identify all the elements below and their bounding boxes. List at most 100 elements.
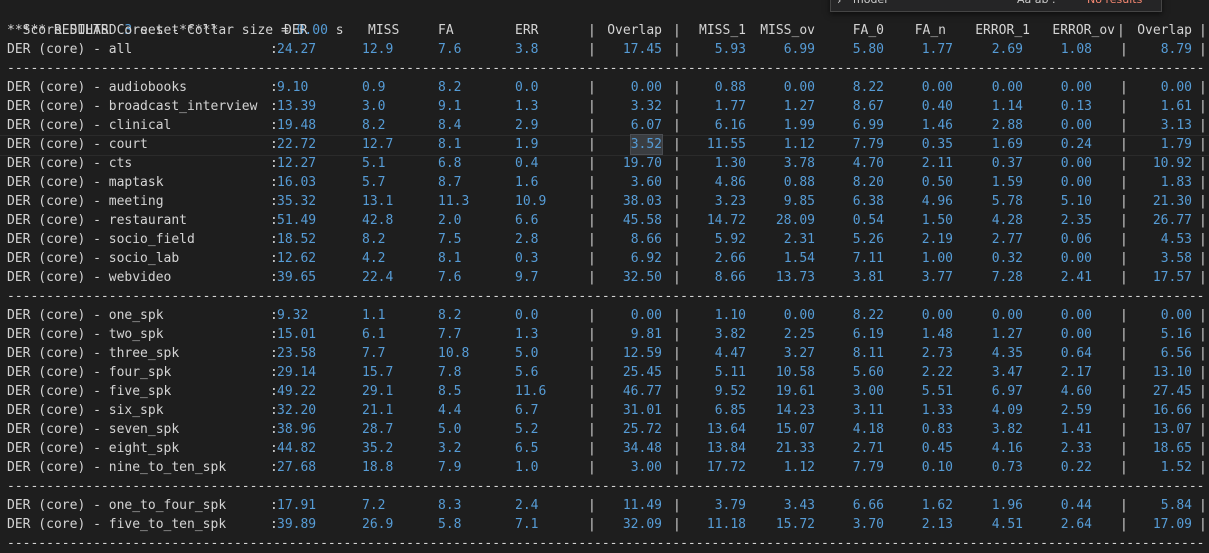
find-options[interactable]: Aa ab .* [1017,0,1061,7]
chevron-right-icon[interactable]: › [837,0,842,7]
cell-fa0: 0.54 [852,213,884,228]
cell-fa0: 4.18 [852,422,884,437]
cell-miss1: 14.72 [706,213,746,228]
cell-missov: 1.12 [783,137,815,152]
cell-der: 9.10 [277,80,309,95]
column-divider: | [588,23,596,38]
cell-err: 1.9 [515,137,539,152]
separator-line: ----------------------------------------… [7,536,1203,551]
find-widget[interactable]: › model Aa ab .* No results [830,0,1162,12]
column-divider: | [673,422,681,437]
column-divider: | [1199,498,1207,513]
column-divider: | [673,118,681,133]
cell-fa: 7.6 [438,42,462,57]
cell-error1: 4.35 [991,346,1023,361]
row-colon: : [270,498,278,513]
find-input[interactable]: model [853,0,1033,7]
row-colon: : [270,137,278,152]
cell-error1: 1.69 [991,137,1023,152]
row-colon: : [270,42,278,57]
column-divider: | [1199,270,1207,285]
cell-overlap: 45.58 [622,213,662,228]
cell-overlap: 12.59 [622,346,662,361]
cell-miss: 5.1 [362,156,386,171]
cell-miss1: 13.64 [706,422,746,437]
cell-miss1: 5.11 [714,365,746,380]
column-divider: | [673,498,681,513]
row-label: DER (core) - all [7,42,133,57]
cell-fa0: 8.67 [852,99,884,114]
cell-overlap: 25.45 [622,365,662,380]
separator-line: ----------------------------------------… [7,61,1203,76]
column-divider: | [1199,251,1207,266]
cell-overlap2: 17.09 [1152,517,1192,532]
cell-missov: 1.12 [783,460,815,475]
row-colon: : [270,175,278,190]
cell-der: 44.82 [277,441,317,456]
cell-errorov: 2.35 [1060,213,1092,228]
cell-missov: 19.61 [775,384,815,399]
cell-missov: 1.27 [783,99,815,114]
cell-miss: 42.8 [362,213,394,228]
column-divider: | [1199,460,1207,475]
cell-errorov: 2.41 [1060,270,1092,285]
cell-missov: 10.58 [775,365,815,380]
cell-missov: 15.07 [775,422,815,437]
cell-miss: 29.1 [362,384,394,399]
cell-fan: 1.48 [921,327,953,342]
header-miss: MISS [368,23,400,38]
column-divider: | [1120,232,1128,247]
row-colon: : [270,80,278,95]
row-colon: : [270,403,278,418]
cell-fa0: 7.11 [852,251,884,266]
column-divider: | [673,365,681,380]
column-divider: | [673,99,681,114]
row-label: DER (core) - clinical [7,118,172,133]
cell-fan: 0.40 [921,99,953,114]
cell-err: 6.6 [515,213,539,228]
cell-fa: 8.4 [438,118,462,133]
cell-overlap2: 5.84 [1160,498,1192,513]
cell-fa0: 5.80 [852,42,884,57]
cell-der: 51.49 [277,213,317,228]
column-divider: | [588,441,596,456]
column-divider: | [588,327,596,342]
find-status: No results [1087,0,1142,7]
cell-fan: 1.46 [921,118,953,133]
cell-error1: 4.28 [991,213,1023,228]
cell-fa: 8.2 [438,80,462,95]
row-label: DER (core) - seven_spk [7,422,180,437]
cell-missov: 3.27 [783,346,815,361]
cell-fan: 2.19 [921,232,953,247]
column-divider: | [588,213,596,228]
separator-line: ----------------------------------------… [7,479,1203,494]
cell-error1: 1.27 [991,327,1023,342]
cell-err: 5.6 [515,365,539,380]
column-divider: | [588,460,596,475]
column-divider: | [1120,517,1128,532]
cell-fa: 8.2 [438,308,462,323]
column-divider: | [1120,498,1128,513]
cell-overlap: 19.70 [622,156,662,171]
column-divider: | [588,308,596,323]
cell-miss1: 1.30 [714,156,746,171]
column-divider: | [588,346,596,361]
cell-overlap: 0.00 [630,308,662,323]
table-row: DER (core) - five_to_ten_spk:39.89 26.9 5.… [0,515,1209,534]
column-divider: | [673,194,681,209]
row-label: DER (core) - four_spk [7,365,172,380]
column-divider: | [588,251,596,266]
column-divider: | [1120,441,1128,456]
cell-err: 1.6 [515,175,539,190]
row-label: DER (core) - five_spk [7,384,172,399]
header-row: ***** RESULTS Core set***** DER MISS FA ERR O… [0,21,1209,40]
cell-missov: 28.09 [775,213,815,228]
cell-error1: 1.59 [991,175,1023,190]
cell-errorov: 1.41 [1060,422,1092,437]
cell-error1: 0.00 [991,80,1023,95]
cell-error1: 0.73 [991,460,1023,475]
column-divider: | [673,441,681,456]
table-row: DER (core) - audiobooks:9.10 0.9 8.2 0.0 0.0… [0,78,1209,97]
cell-fa0: 8.20 [852,175,884,190]
cell-der: 32.20 [277,403,317,418]
